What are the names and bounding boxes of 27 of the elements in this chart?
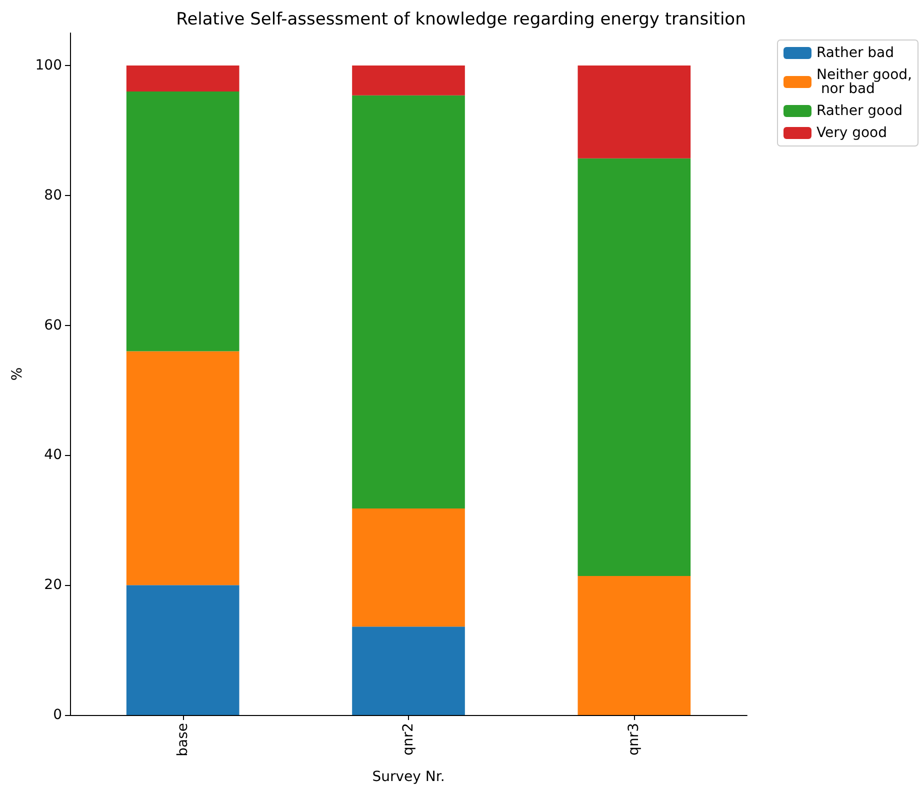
bar bbox=[126, 351, 240, 586]
legend-label: Rather good bbox=[816, 103, 903, 119]
y-tick-label: 40 bbox=[44, 447, 62, 464]
x-tick-label: qnr3 bbox=[626, 723, 642, 756]
y-tick-label: 20 bbox=[44, 577, 62, 594]
bar bbox=[578, 158, 691, 576]
bar bbox=[126, 585, 240, 715]
bar bbox=[352, 508, 465, 627]
bar bbox=[352, 626, 465, 715]
bar bbox=[578, 65, 691, 158]
x-tick-label: qnr2 bbox=[400, 723, 416, 756]
legend-label: Very good bbox=[816, 125, 887, 141]
y-axis-title: % bbox=[9, 367, 26, 381]
legend-label: Neither good, nor bad bbox=[816, 67, 912, 97]
bar bbox=[126, 91, 240, 352]
y-tick-label: 80 bbox=[44, 187, 62, 204]
y-tick-label: 0 bbox=[53, 707, 62, 723]
y-tick-label: 60 bbox=[44, 317, 62, 334]
bar bbox=[352, 95, 465, 508]
bar bbox=[126, 65, 240, 92]
chart-title: Relative Self-assessment of knowledge regarding energy transition bbox=[176, 10, 746, 30]
bar bbox=[352, 65, 465, 96]
y-tick-label: 100 bbox=[35, 57, 62, 74]
x-axis-title: Survey Nr. bbox=[372, 769, 445, 785]
bar bbox=[578, 576, 691, 715]
x-tick-label: base bbox=[174, 723, 191, 756]
legend-label: Rather bad bbox=[816, 45, 894, 61]
